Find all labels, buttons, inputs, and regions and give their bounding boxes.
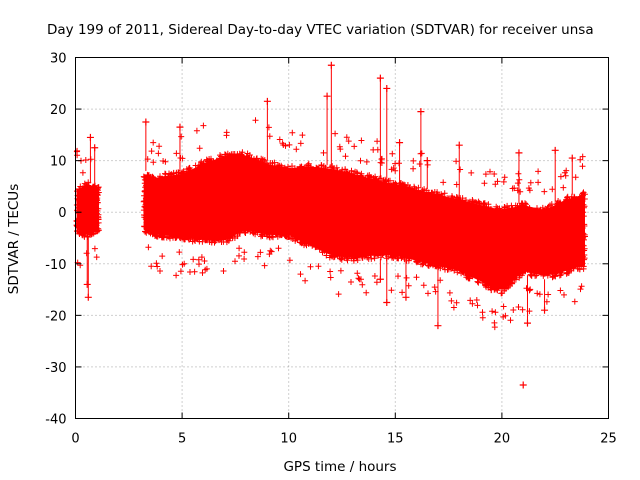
outlier-point <box>383 84 391 92</box>
x-tick-label: 5 <box>178 432 186 447</box>
outlier-point <box>455 141 463 149</box>
outlier-point <box>523 319 531 327</box>
outlier-point <box>519 381 527 389</box>
y-tick-labels: -40 -30 -20 -10 0 10 20 30 <box>45 52 66 428</box>
x-tick-label: 10 <box>280 432 297 447</box>
outlier-point <box>551 146 559 154</box>
outlier-point <box>376 74 384 82</box>
outlier-point <box>91 144 99 152</box>
outlier-point <box>86 133 94 141</box>
y-tick-label: -40 <box>45 413 66 428</box>
x-tick-labels: 0 5 10 15 20 25 <box>71 432 616 447</box>
chart-title: Day 199 of 2011, Sidereal Day-to-day VTE… <box>47 22 594 38</box>
y-tick-label: 10 <box>50 155 67 170</box>
outlier-point <box>323 92 331 100</box>
outlier-point <box>383 298 391 306</box>
y-tick-label: 30 <box>50 52 67 67</box>
outlier-point <box>417 108 425 116</box>
outlier-point <box>515 149 523 157</box>
outlier-point <box>402 293 410 301</box>
outlier-point <box>396 139 404 147</box>
outlier-point <box>83 280 91 288</box>
outlier-point <box>423 157 431 165</box>
x-axis-label: GPS time / hours <box>283 459 396 475</box>
y-tick-label: 20 <box>50 103 67 118</box>
outlier-point <box>263 97 271 105</box>
outlier-point <box>541 306 549 314</box>
y-tick-label: 0 <box>58 206 66 221</box>
x-tick-label: 20 <box>494 432 511 447</box>
x-tick-label: 25 <box>600 432 617 447</box>
y-tick-label: -30 <box>45 361 66 376</box>
y-tick-label: -20 <box>45 309 66 324</box>
outlier-point <box>376 275 384 283</box>
x-tick-label: 15 <box>387 432 404 447</box>
x-tick-label: 0 <box>71 432 79 447</box>
outlier-point <box>327 61 335 69</box>
outlier-point <box>84 293 92 301</box>
outlier-point <box>142 118 150 126</box>
ticks-layer <box>75 57 609 419</box>
outlier-point <box>487 286 495 294</box>
outlier-point <box>568 154 576 162</box>
plot-frame <box>75 57 609 419</box>
outlier-point <box>434 322 442 330</box>
y-tick-label: -10 <box>45 258 66 273</box>
data-points <box>73 117 588 331</box>
data-layer <box>73 61 588 389</box>
outlier-point <box>176 123 184 131</box>
y-axis-label: SDTVAR / TECUs <box>6 184 22 294</box>
